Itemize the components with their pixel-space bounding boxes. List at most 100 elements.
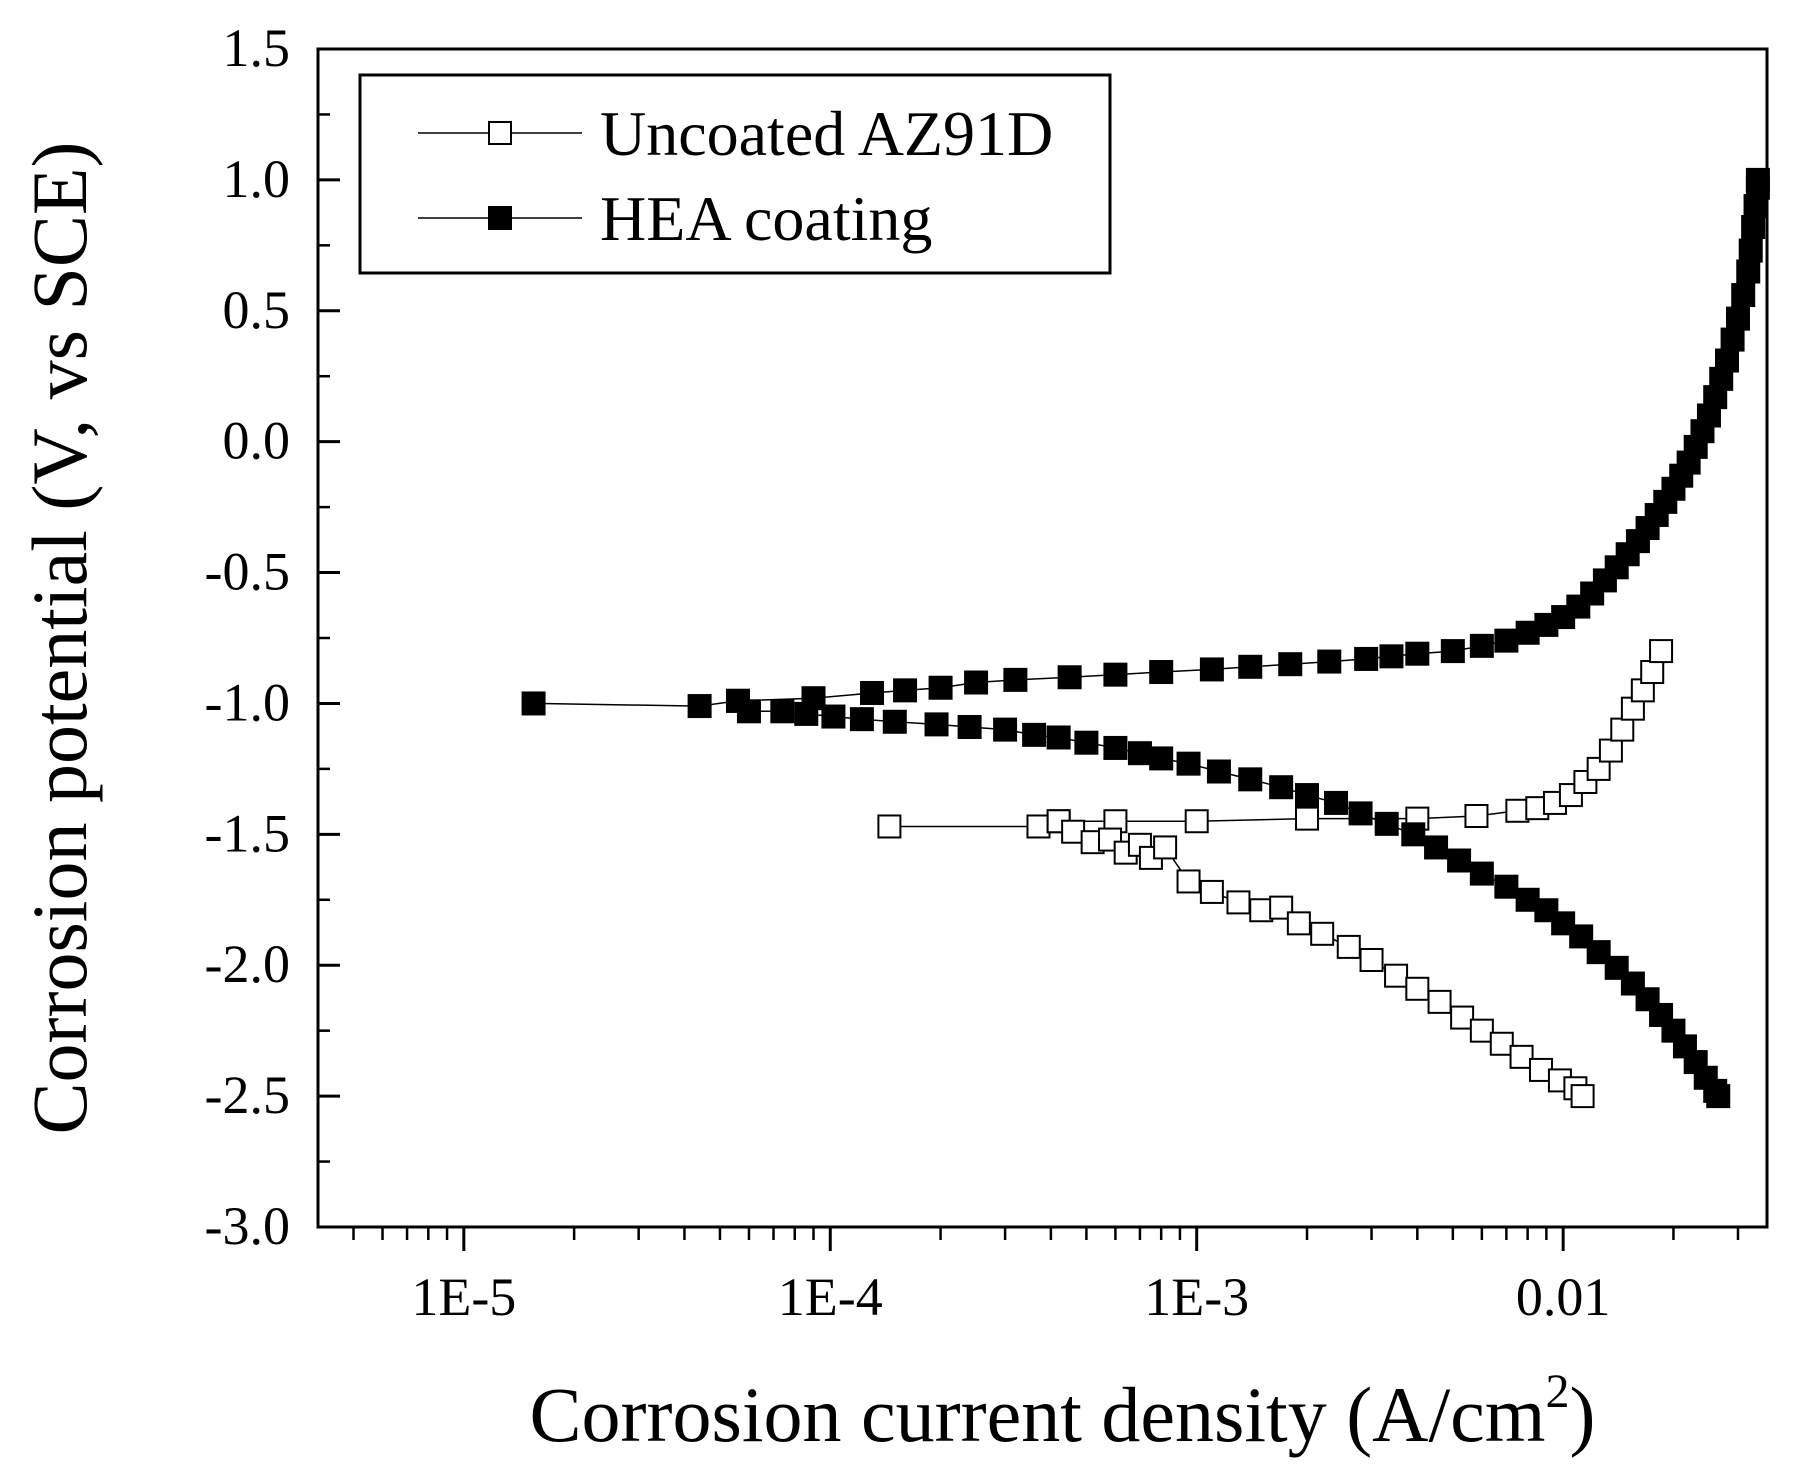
data-point — [1269, 775, 1294, 800]
data-point — [1598, 738, 1623, 763]
data-point — [964, 670, 989, 695]
data-point — [1286, 911, 1311, 936]
data-point — [1469, 633, 1494, 658]
data-point — [1509, 1044, 1534, 1069]
y-tick-label: -0.5 — [205, 542, 290, 602]
y-tick-label: 1.0 — [223, 149, 291, 209]
legend-filled-square-icon — [488, 206, 512, 230]
data-point — [1736, 259, 1761, 284]
y-tick-label: -2.5 — [205, 1065, 290, 1125]
y-axis-label: Corrosion potential (V, vs SCE) — [16, 141, 103, 1134]
data-point — [1057, 665, 1082, 690]
data-point — [1127, 741, 1152, 766]
data-point — [1489, 1031, 1514, 1056]
y-tick-label: -3.0 — [205, 1196, 290, 1256]
data-point — [1720, 327, 1745, 352]
data-point — [1505, 798, 1530, 823]
data-point — [1317, 649, 1342, 674]
data-point — [1354, 646, 1379, 671]
y-tick-label: 0.0 — [223, 411, 291, 471]
data-point — [993, 717, 1018, 742]
data-point — [1551, 911, 1576, 936]
data-point — [1176, 751, 1201, 776]
legend-label: HEA coating — [600, 183, 932, 254]
data-point — [1745, 167, 1770, 192]
data-point — [1731, 283, 1756, 308]
data-point — [1153, 835, 1178, 860]
x-axis-label: Corrosion current density (A/cm2) — [530, 1365, 1596, 1458]
data-point — [1405, 976, 1430, 1001]
data-point — [893, 678, 918, 703]
data-point — [1336, 934, 1361, 959]
data-point — [877, 814, 902, 839]
data-point — [1278, 652, 1303, 677]
data-point — [1269, 895, 1294, 920]
data-point — [1405, 641, 1430, 666]
data-point — [1310, 921, 1335, 946]
data-point — [1424, 835, 1449, 860]
data-point — [1586, 756, 1611, 781]
data-point — [1494, 874, 1519, 899]
data-point — [1494, 628, 1519, 653]
data-point — [1199, 879, 1224, 904]
data-point — [1725, 306, 1750, 331]
data-point — [924, 712, 949, 737]
legend-box — [358, 73, 1112, 275]
data-point — [1649, 639, 1674, 664]
data-point — [1464, 804, 1489, 829]
data-point — [1348, 801, 1373, 826]
data-point — [1103, 662, 1128, 687]
data-point — [1238, 767, 1263, 792]
series-hea-coating — [521, 167, 1770, 1109]
data-point — [1184, 809, 1209, 834]
data-point — [1586, 940, 1611, 965]
data-point — [821, 704, 846, 729]
data-point — [1199, 657, 1224, 682]
data-point — [1447, 848, 1472, 873]
data-point — [1003, 667, 1028, 692]
legend-label: Uncoated AZ91D — [600, 98, 1053, 169]
data-point — [1176, 869, 1201, 894]
data-point — [1469, 861, 1494, 886]
data-point — [736, 699, 761, 724]
data-point — [860, 680, 885, 705]
x-tick-label: 1E-4 — [778, 1267, 883, 1327]
data-point — [687, 694, 712, 719]
data-point — [1226, 890, 1251, 915]
data-point — [1741, 215, 1766, 240]
y-tick-label: -1.0 — [205, 672, 290, 732]
data-point — [928, 675, 953, 700]
legend-open-square-icon — [488, 121, 512, 145]
data-point — [1324, 790, 1349, 815]
y-tick-label: 0.5 — [223, 280, 291, 340]
data-point — [1610, 717, 1635, 742]
data-point — [1401, 822, 1426, 847]
data-point — [1379, 644, 1404, 669]
data-point — [1149, 746, 1174, 771]
data-point — [1206, 759, 1231, 784]
data-point — [1384, 963, 1409, 988]
data-point — [957, 715, 982, 740]
data-point — [1022, 722, 1047, 747]
data-point — [1074, 730, 1099, 755]
data-point — [1427, 989, 1452, 1014]
data-point — [1046, 725, 1071, 750]
data-point — [1026, 814, 1051, 839]
x-tick-label: 1E-5 — [411, 1267, 516, 1327]
data-point — [1374, 811, 1399, 836]
data-point — [1450, 1005, 1475, 1030]
data-point — [1706, 1084, 1731, 1109]
data-point — [521, 691, 546, 716]
data-point — [770, 699, 795, 724]
data-point — [1295, 783, 1320, 808]
data-point — [1640, 660, 1665, 685]
data-point — [1249, 898, 1274, 923]
data-point — [1469, 1018, 1494, 1043]
data-point — [882, 709, 907, 734]
x-tick-label: 0.01 — [1516, 1267, 1611, 1327]
data-point — [1103, 735, 1128, 760]
data-point — [1295, 806, 1320, 831]
series-uncoated-az91d — [877, 639, 1674, 1109]
data-point — [1715, 348, 1740, 373]
